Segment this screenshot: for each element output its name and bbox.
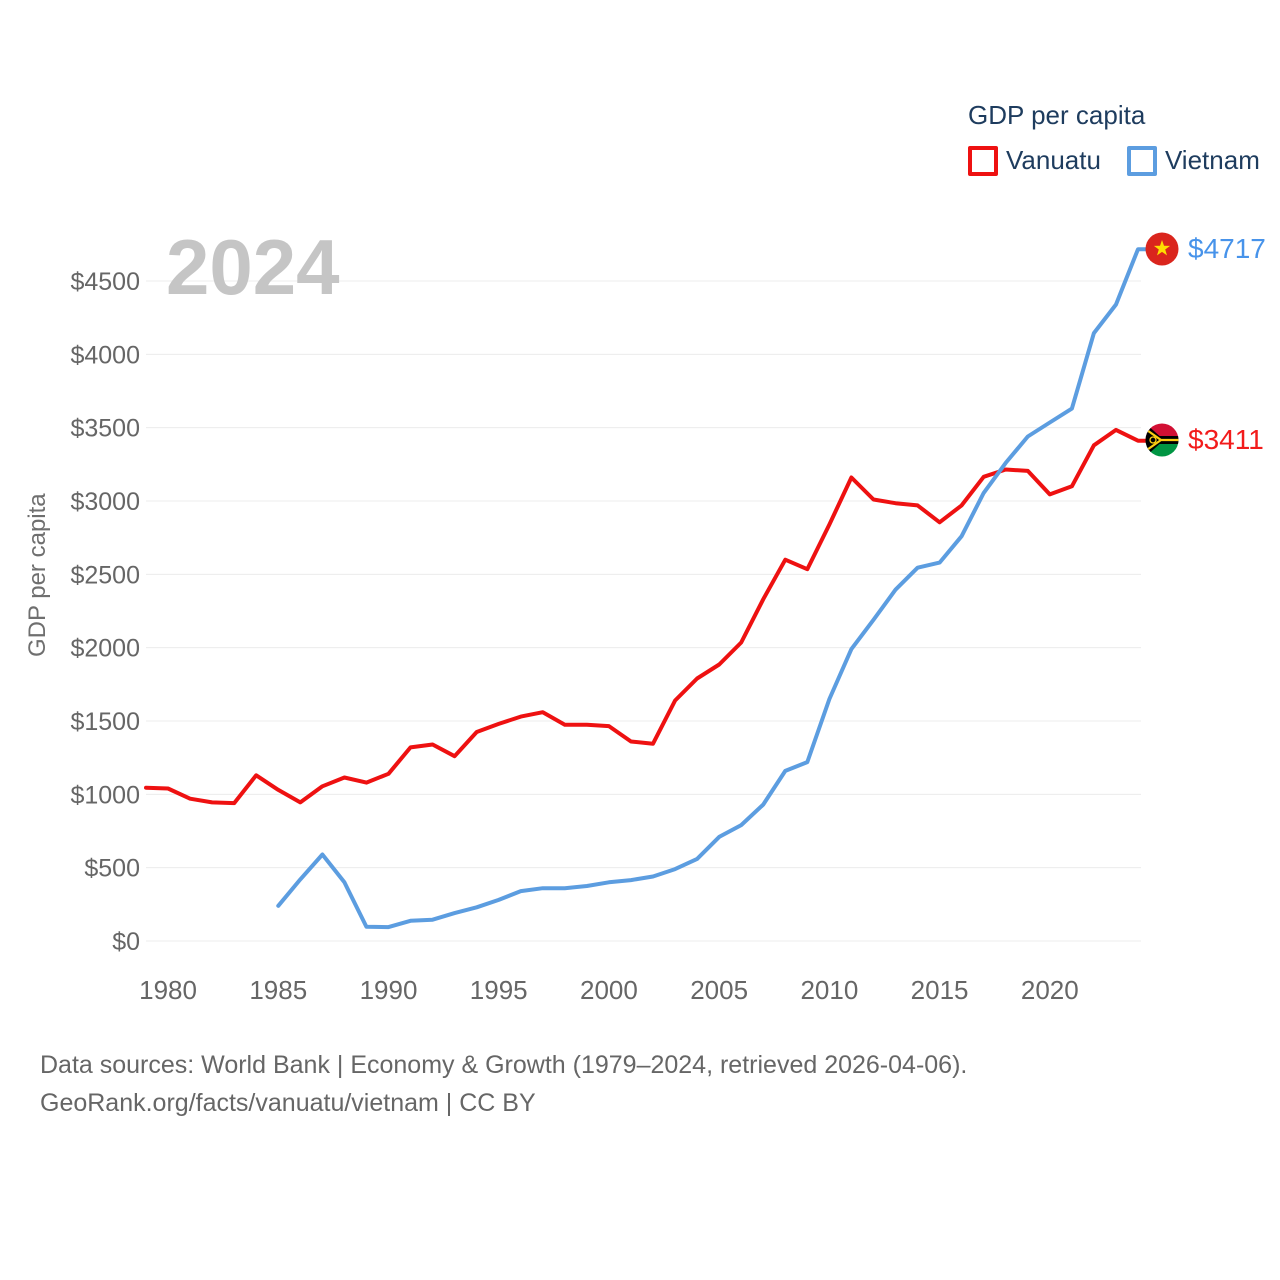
- year-watermark: 2024: [166, 223, 340, 311]
- vanuatu-end-label: $3411: [1145, 423, 1264, 457]
- y-tick-label: $4000: [70, 341, 140, 369]
- x-tick-label: 1980: [139, 975, 197, 1005]
- footer-attribution-line: GeoRank.org/facts/vanuatu/vietnam | CC B…: [40, 1089, 536, 1117]
- footer-sources-line: Data sources: World Bank | Economy & Gro…: [40, 1051, 968, 1079]
- vietnam-end-label: $4717: [1145, 232, 1266, 266]
- vietnam-flag-icon: [1145, 232, 1179, 266]
- legend: GDP per capita Vanuatu Vietnam: [968, 100, 1260, 176]
- line-vietnam: [276, 247, 1154, 930]
- legend-label-vanuatu: Vanuatu: [1006, 145, 1101, 175]
- x-tick-label: 1995: [470, 975, 528, 1005]
- x-tick-label: 2015: [911, 975, 969, 1005]
- x-tick-label: 1990: [360, 975, 418, 1005]
- y-tick-label: $4500: [70, 268, 140, 296]
- y-tick-label: $1000: [70, 781, 140, 809]
- legend-item-vanuatu[interactable]: Vanuatu: [968, 145, 1101, 176]
- y-tick-label: $0: [112, 928, 140, 956]
- y-tick-label: $3500: [70, 415, 140, 443]
- legend-title: GDP per capita: [968, 100, 1146, 130]
- vanuatu-swatch-icon: [968, 145, 998, 176]
- vietnam-end-value: $4717: [1188, 233, 1266, 264]
- vanuatu-end-value: $3411: [1188, 424, 1264, 455]
- legend-items: Vanuatu Vietnam: [968, 145, 1260, 176]
- y-tick-label: $500: [84, 855, 140, 883]
- x-tick-label: 2005: [690, 975, 748, 1005]
- y-tick-label: $3000: [70, 488, 140, 516]
- y-tick-label: $1500: [70, 708, 140, 736]
- x-tick-label: 1985: [249, 975, 307, 1005]
- y-tick-label: $2000: [70, 635, 140, 663]
- legend-item-vietnam[interactable]: Vietnam: [1126, 145, 1260, 176]
- vanuatu-flag-icon: [1145, 423, 1179, 457]
- y-tick-label: $2500: [70, 561, 140, 589]
- x-tick-label: 2000: [580, 975, 638, 1005]
- line-vanuatu: [144, 427, 1154, 806]
- x-tick-label: 2020: [1021, 975, 1079, 1005]
- vietnam-swatch-icon: [1126, 145, 1157, 176]
- legend-label-vietnam: Vietnam: [1164, 145, 1260, 175]
- y-axis-title: GDP per capita: [24, 493, 51, 657]
- source-footer: Data sources: World Bank | Economy & Gro…: [40, 1046, 967, 1122]
- x-tick-label: 2010: [800, 975, 858, 1005]
